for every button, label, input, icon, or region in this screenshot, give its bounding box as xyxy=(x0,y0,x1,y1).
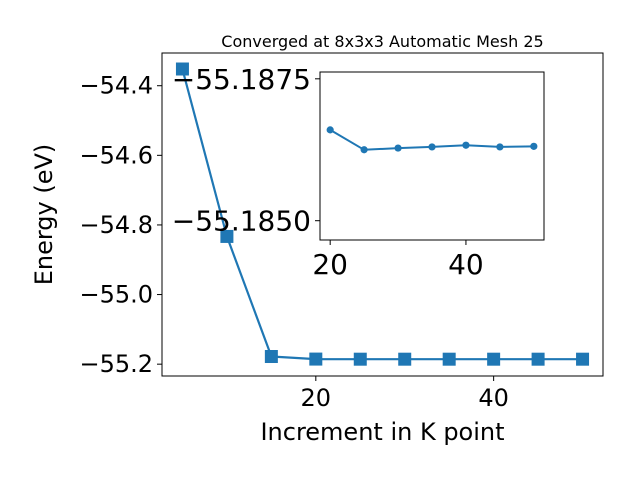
x-axis-label: Increment in K point xyxy=(260,418,504,446)
inset-data-point xyxy=(428,143,436,151)
inset-data-point xyxy=(530,142,538,150)
inset-x-tick-label: 40 xyxy=(448,248,484,281)
inset-y-tick-label: −55.1875 xyxy=(172,63,311,96)
inset-plot: −55.1875−55.1850 20 40 xyxy=(172,63,545,281)
data-point-square xyxy=(309,352,323,366)
inset-data-point xyxy=(394,144,402,152)
inset-series xyxy=(326,126,538,154)
y-tick-label: −55.0 xyxy=(79,281,153,309)
main-series xyxy=(175,62,590,366)
y-axis-label: Energy (eV) xyxy=(30,144,58,286)
series-line xyxy=(181,68,583,361)
inset-y-ticks: −55.1875 −55.1850 xyxy=(172,63,320,238)
data-point-square xyxy=(531,352,545,366)
data-point-square xyxy=(442,352,456,366)
data-point-square xyxy=(353,352,367,366)
inset-x-ticks: 20 40 xyxy=(312,240,484,281)
inset-x-tick-label: 20 xyxy=(312,248,348,281)
y-tick-label: −55.2 xyxy=(79,350,153,378)
chart-title: Converged at 8x3x3 Automatic Mesh 25 xyxy=(221,32,543,51)
data-point-square xyxy=(220,229,234,243)
x-tick-label: 20 xyxy=(301,384,332,412)
data-point-square xyxy=(264,350,278,364)
inset-data-point xyxy=(360,146,368,154)
inset-y-tick-label: −55.1850 xyxy=(172,205,311,238)
y-tick-label: −54.4 xyxy=(79,72,153,100)
inset-data-point xyxy=(326,126,334,134)
y-tick-label: −54.8 xyxy=(79,211,153,239)
inset-data-point xyxy=(496,143,504,151)
inset-plot-frame xyxy=(319,71,545,241)
y-tick-label: −54.6 xyxy=(79,141,153,169)
main-plot: −54.4−54.6−54.8−55.0−55.2 20 40 Converged… xyxy=(30,32,604,446)
data-point-square xyxy=(487,352,501,366)
main-x-ticks: 20 40 xyxy=(301,376,509,412)
data-point-square xyxy=(175,62,189,76)
main-plot-frame xyxy=(161,52,604,377)
main-y-ticks: −54.4 −54.6 −54.8 −55.0 −55.2 xyxy=(79,72,162,378)
data-point-square xyxy=(576,352,590,366)
x-tick-label: 40 xyxy=(478,384,509,412)
inset-data-point xyxy=(462,141,470,149)
data-point-square xyxy=(398,352,412,366)
inset-background xyxy=(320,72,544,240)
